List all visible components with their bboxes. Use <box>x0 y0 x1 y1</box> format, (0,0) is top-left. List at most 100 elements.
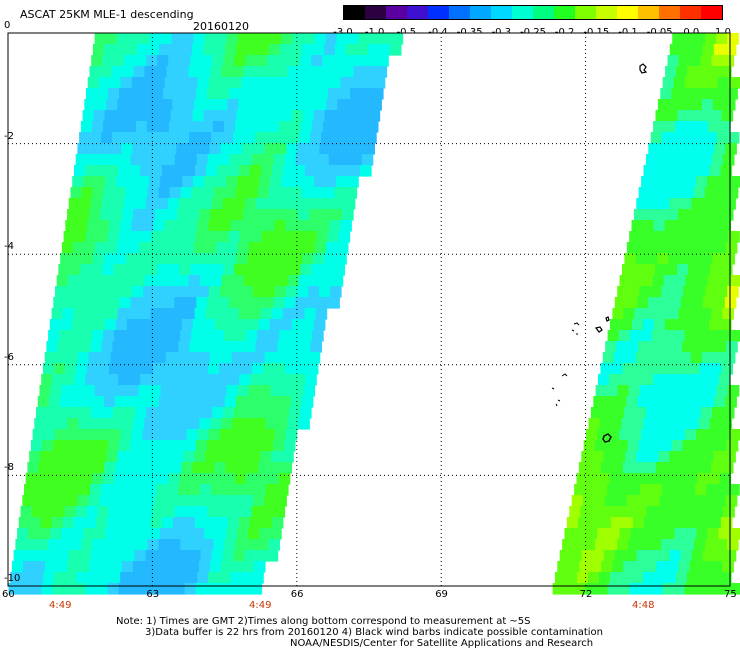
wind-cell <box>267 407 279 419</box>
wind-cell <box>673 484 685 496</box>
wind-cell <box>250 165 262 177</box>
wind-cell <box>265 66 278 78</box>
wind-cell <box>157 121 170 133</box>
wind-cell <box>707 176 719 188</box>
wind-cell <box>269 462 281 474</box>
wind-cell <box>712 253 724 265</box>
wind-cell <box>193 242 206 254</box>
wind-cell <box>568 561 580 573</box>
wind-cell <box>212 473 225 485</box>
wind-cell <box>305 374 317 386</box>
wind-cell <box>185 506 198 518</box>
wind-cell <box>173 165 185 177</box>
wind-cell <box>686 473 699 485</box>
wind-cell <box>231 286 243 298</box>
wind-cell <box>122 209 134 221</box>
wind-cell <box>163 297 175 309</box>
wind-cell <box>668 253 680 265</box>
wind-cell <box>688 264 700 276</box>
wind-cell <box>143 286 155 298</box>
wind-cell <box>238 99 250 111</box>
wind-cell <box>90 132 102 144</box>
wind-cell <box>157 55 169 67</box>
wind-cell <box>182 242 195 254</box>
wind-cell <box>653 473 666 485</box>
wind-cell <box>219 572 231 584</box>
wind-cell <box>662 77 675 89</box>
wind-cell <box>190 407 202 419</box>
wind-cell <box>658 198 670 210</box>
wind-cell <box>130 297 142 309</box>
wind-cell <box>66 561 79 573</box>
wind-cell <box>297 143 309 155</box>
wind-cell <box>690 506 702 518</box>
wind-cell <box>188 66 201 78</box>
wind-cell <box>194 451 206 463</box>
wind-cell <box>665 517 678 529</box>
wind-cell <box>358 33 371 45</box>
wind-cell <box>83 528 95 540</box>
wind-cell <box>658 550 671 562</box>
wind-cell <box>604 495 617 507</box>
wind-cell <box>180 396 193 408</box>
wind-cell <box>603 451 615 463</box>
wind-cell <box>693 341 705 353</box>
wind-cell <box>720 66 732 78</box>
wind-cell <box>234 121 247 133</box>
wind-cell <box>219 429 232 441</box>
wind-cell <box>160 242 173 254</box>
wind-cell <box>595 385 608 397</box>
wind-cell <box>154 286 166 298</box>
wind-cell <box>238 308 251 320</box>
wind-cell <box>357 110 370 122</box>
wind-cell <box>236 253 248 265</box>
color-scale-cell <box>428 6 449 19</box>
wind-cell <box>135 407 147 419</box>
wind-cell <box>658 297 671 309</box>
wind-cell <box>597 429 609 441</box>
wind-cell <box>209 495 221 507</box>
wind-cell <box>82 110 95 122</box>
wind-cell <box>285 77 298 89</box>
wind-cell <box>227 517 240 529</box>
wind-cell <box>173 440 186 452</box>
wind-cell <box>120 220 132 232</box>
wind-cell <box>661 539 673 551</box>
wind-cell <box>115 110 128 122</box>
wind-cell <box>245 121 258 133</box>
wind-cell <box>332 132 344 144</box>
wind-cell <box>606 539 618 551</box>
wind-cell <box>324 253 336 265</box>
wind-cell <box>695 330 708 342</box>
wind-cell <box>270 528 282 540</box>
wind-cell <box>680 297 693 309</box>
wind-cell <box>695 77 708 89</box>
wind-cell <box>230 77 243 89</box>
wind-cell <box>280 462 292 474</box>
wind-cell <box>700 407 713 419</box>
product-title: ASCAT 25KM MLE-1 descending <box>20 8 194 21</box>
wind-cell <box>294 231 307 243</box>
wind-cell <box>29 451 41 463</box>
wind-cell <box>94 33 107 45</box>
wind-cell <box>51 308 64 320</box>
wind-cell <box>248 242 261 254</box>
wind-cell <box>44 352 57 364</box>
wind-cell <box>594 440 607 452</box>
wind-cell <box>341 143 353 155</box>
wind-cell <box>79 550 92 562</box>
wind-cell <box>345 187 358 199</box>
wind-cell <box>198 286 210 298</box>
wind-cell <box>86 506 99 518</box>
wind-cell <box>71 253 83 265</box>
wind-cell <box>295 363 308 375</box>
wind-cell <box>123 198 136 210</box>
wind-cell <box>662 583 675 595</box>
wind-cell <box>335 253 347 265</box>
wind-cell <box>689 154 702 166</box>
wind-cell <box>192 462 204 474</box>
wind-cell <box>80 407 92 419</box>
wind-cell <box>84 517 97 529</box>
wind-cell <box>296 220 308 232</box>
wind-cell <box>677 363 689 375</box>
